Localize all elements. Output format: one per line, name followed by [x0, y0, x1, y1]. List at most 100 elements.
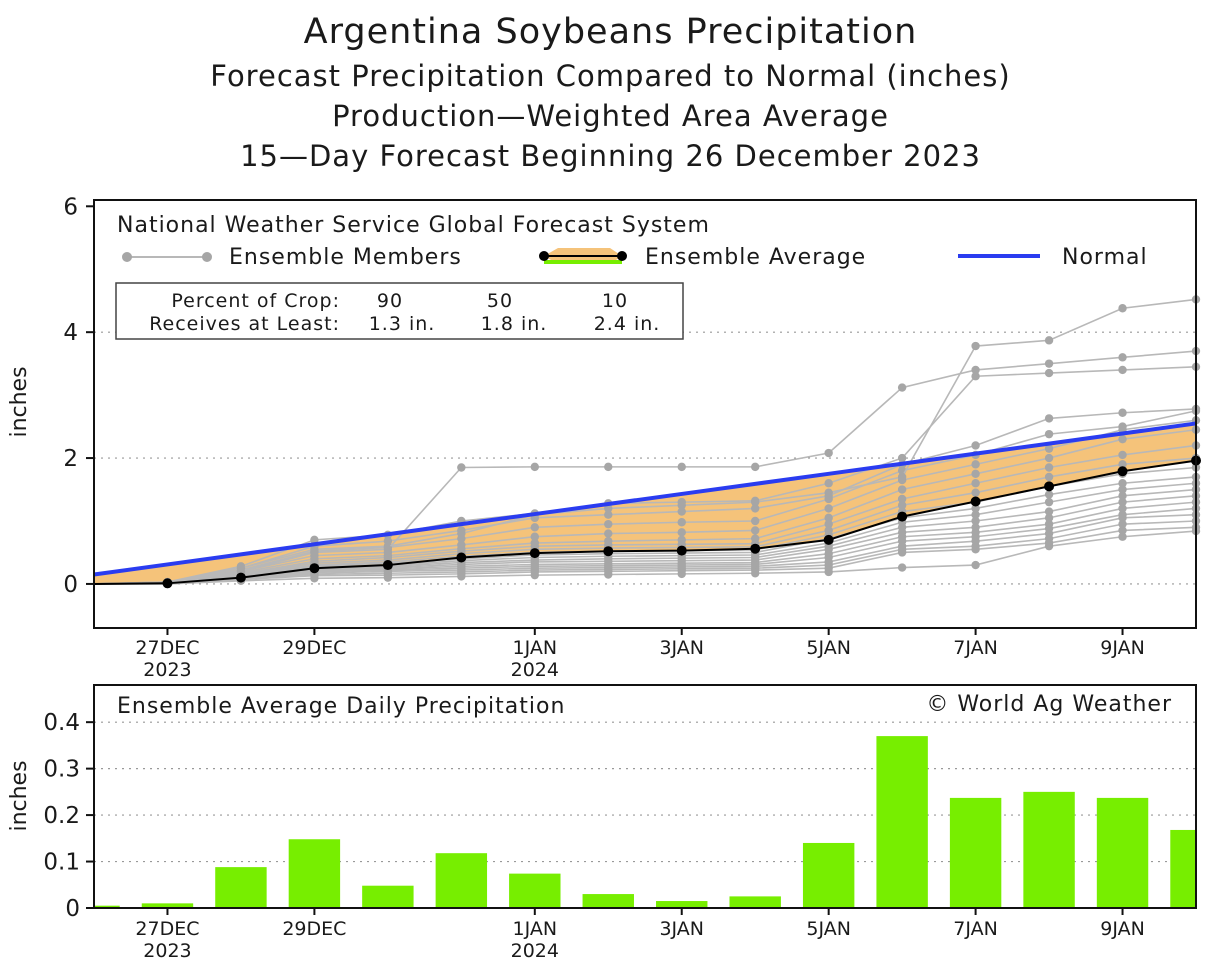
- ensemble-member-line: [94, 530, 1197, 585]
- ensemble-member-point: [677, 462, 686, 472]
- ensemble-member-line: [94, 526, 1197, 585]
- ensemble-member-point: [971, 341, 980, 351]
- ensemble-member-point: [677, 535, 686, 545]
- daily-precip-bar: [729, 896, 781, 908]
- ensemble-member-point: [824, 504, 833, 513]
- chart-subtitle-2: Production—Weighted Area Average: [332, 99, 889, 133]
- ensemble-member-point: [1044, 463, 1054, 472]
- daily-precip-bar: [509, 873, 561, 908]
- bottom-y-tick-label: 0.2: [43, 803, 80, 829]
- bottom-y-tick-label: 0: [65, 896, 80, 922]
- ensemble-member-point: [751, 462, 760, 472]
- ensemble-member-point: [971, 441, 980, 450]
- ensemble-member-point: [1118, 491, 1127, 501]
- bottom-x-tick-label: 9JAN: [1100, 918, 1145, 940]
- legend-members-marker-right: [202, 252, 212, 262]
- daily-precip-bar: [1023, 791, 1075, 908]
- ensemble-member-point: [1118, 408, 1127, 417]
- ensemble-member-point: [1044, 414, 1054, 423]
- top-plot-frame: [93, 199, 1197, 629]
- ensemble-member-line: [93, 476, 1197, 585]
- ensemble-member-point: [1044, 519, 1054, 529]
- ensemble-average-point: [603, 546, 614, 557]
- ensemble-member-point: [1118, 304, 1127, 313]
- daily-precip-bar: [656, 901, 708, 908]
- bottom-y-tick-label: 0.1: [43, 850, 80, 876]
- ensemble-member-point: [1118, 532, 1127, 541]
- ensemble-member-point: [971, 523, 980, 532]
- top-x-tick-label: 9JAN: [1100, 637, 1145, 659]
- bottom-x-tick-year: 2024: [511, 940, 559, 962]
- top-x-tick-label: 5JAN: [806, 637, 851, 659]
- chart-subtitle-1: Forecast Precipitation Compared to Norma…: [210, 59, 1011, 93]
- top-x-tick-label: 1JAN: [513, 637, 558, 659]
- ensemble-member-point: [1044, 513, 1054, 523]
- daily-precip-bar: [582, 894, 634, 908]
- ensemble-member-point: [457, 540, 466, 550]
- top-x-tick-label: 3JAN: [659, 637, 704, 659]
- ensemble-member-line: [94, 513, 1197, 585]
- crop-row1-label: Percent of Crop:: [171, 290, 340, 312]
- ensemble-member-point: [1044, 429, 1054, 439]
- ensemble-member-point: [824, 519, 833, 529]
- daily-precip-bar: [288, 839, 341, 908]
- ensemble-member-point: [897, 383, 907, 392]
- ensemble-member-point: [604, 462, 613, 472]
- ensemble-member-point: [530, 523, 539, 532]
- bottom-y-tick-label: 0.4: [43, 710, 80, 736]
- legend-average-label: Ensemble Average: [645, 245, 866, 270]
- ensemble-member-point: [824, 488, 833, 497]
- ensemble-average-point: [823, 534, 834, 545]
- daily-precip-bar: [802, 842, 855, 908]
- chart-subtitle-3: 15—Day Forecast Beginning 26 December 20…: [240, 139, 981, 173]
- ensemble-member-point: [1044, 368, 1054, 378]
- top-x-tick-year: 2023: [143, 659, 191, 681]
- ensemble-member-point: [1118, 422, 1127, 431]
- ensemble-member-point: [971, 510, 980, 519]
- bottom-x-tick-label: 29DEC: [282, 918, 346, 940]
- top-y-tick-label: 6: [63, 194, 78, 220]
- chart-title: Argentina Soybeans Precipitation: [303, 12, 918, 52]
- ensemble-average-fill: [94, 423, 1196, 584]
- ensemble-member-point: [1044, 507, 1054, 516]
- bottom-x-tick-label: 27DEC: [135, 918, 199, 940]
- ensemble-member-point: [971, 504, 980, 513]
- ensemble-average-point: [456, 552, 467, 563]
- ensemble-member-point: [824, 448, 833, 458]
- ensemble-member-point: [1118, 504, 1127, 513]
- ensemble-average-point: [235, 572, 246, 583]
- ensemble-member-point: [530, 532, 539, 541]
- ensemble-member-point: [1118, 485, 1127, 494]
- ensemble-member-point: [1118, 450, 1127, 460]
- ensemble-member-point: [604, 519, 613, 529]
- ensemble-member-point: [751, 504, 760, 513]
- ensemble-member-point: [604, 510, 613, 519]
- ensemble-member-point: [1044, 490, 1054, 499]
- daily-precip-bar: [141, 903, 194, 908]
- bottom-panel-credit: © World Ag Weather: [926, 692, 1172, 717]
- ensemble-member-point: [751, 497, 760, 507]
- bottom-x-tick-label: 3JAN: [659, 918, 704, 940]
- top-y-tick-label: 0: [63, 572, 78, 598]
- daily-precip-bar: [876, 736, 928, 908]
- ensemble-member-point: [604, 529, 613, 538]
- ensemble-member-point: [897, 472, 907, 482]
- bottom-x-tick-label: 5JAN: [806, 918, 851, 940]
- top-y-tick-label: 4: [63, 320, 78, 346]
- ensemble-member-line: [93, 419, 1197, 585]
- ensemble-member-point: [897, 563, 907, 572]
- ensemble-member-point: [457, 463, 466, 472]
- ensemble-member-point: [1044, 359, 1054, 368]
- ensemble-member-line: [93, 428, 1197, 585]
- ensemble-member-point: [824, 526, 833, 535]
- ensemble-member-line: [93, 501, 1197, 585]
- ensemble-member-point: [751, 526, 760, 535]
- ensemble-average-point: [162, 578, 173, 589]
- ensemble-member-line: [93, 350, 1197, 585]
- ensemble-member-point: [1118, 434, 1127, 444]
- daily-precip-bar: [215, 867, 267, 908]
- ensemble-member-point: [897, 453, 907, 463]
